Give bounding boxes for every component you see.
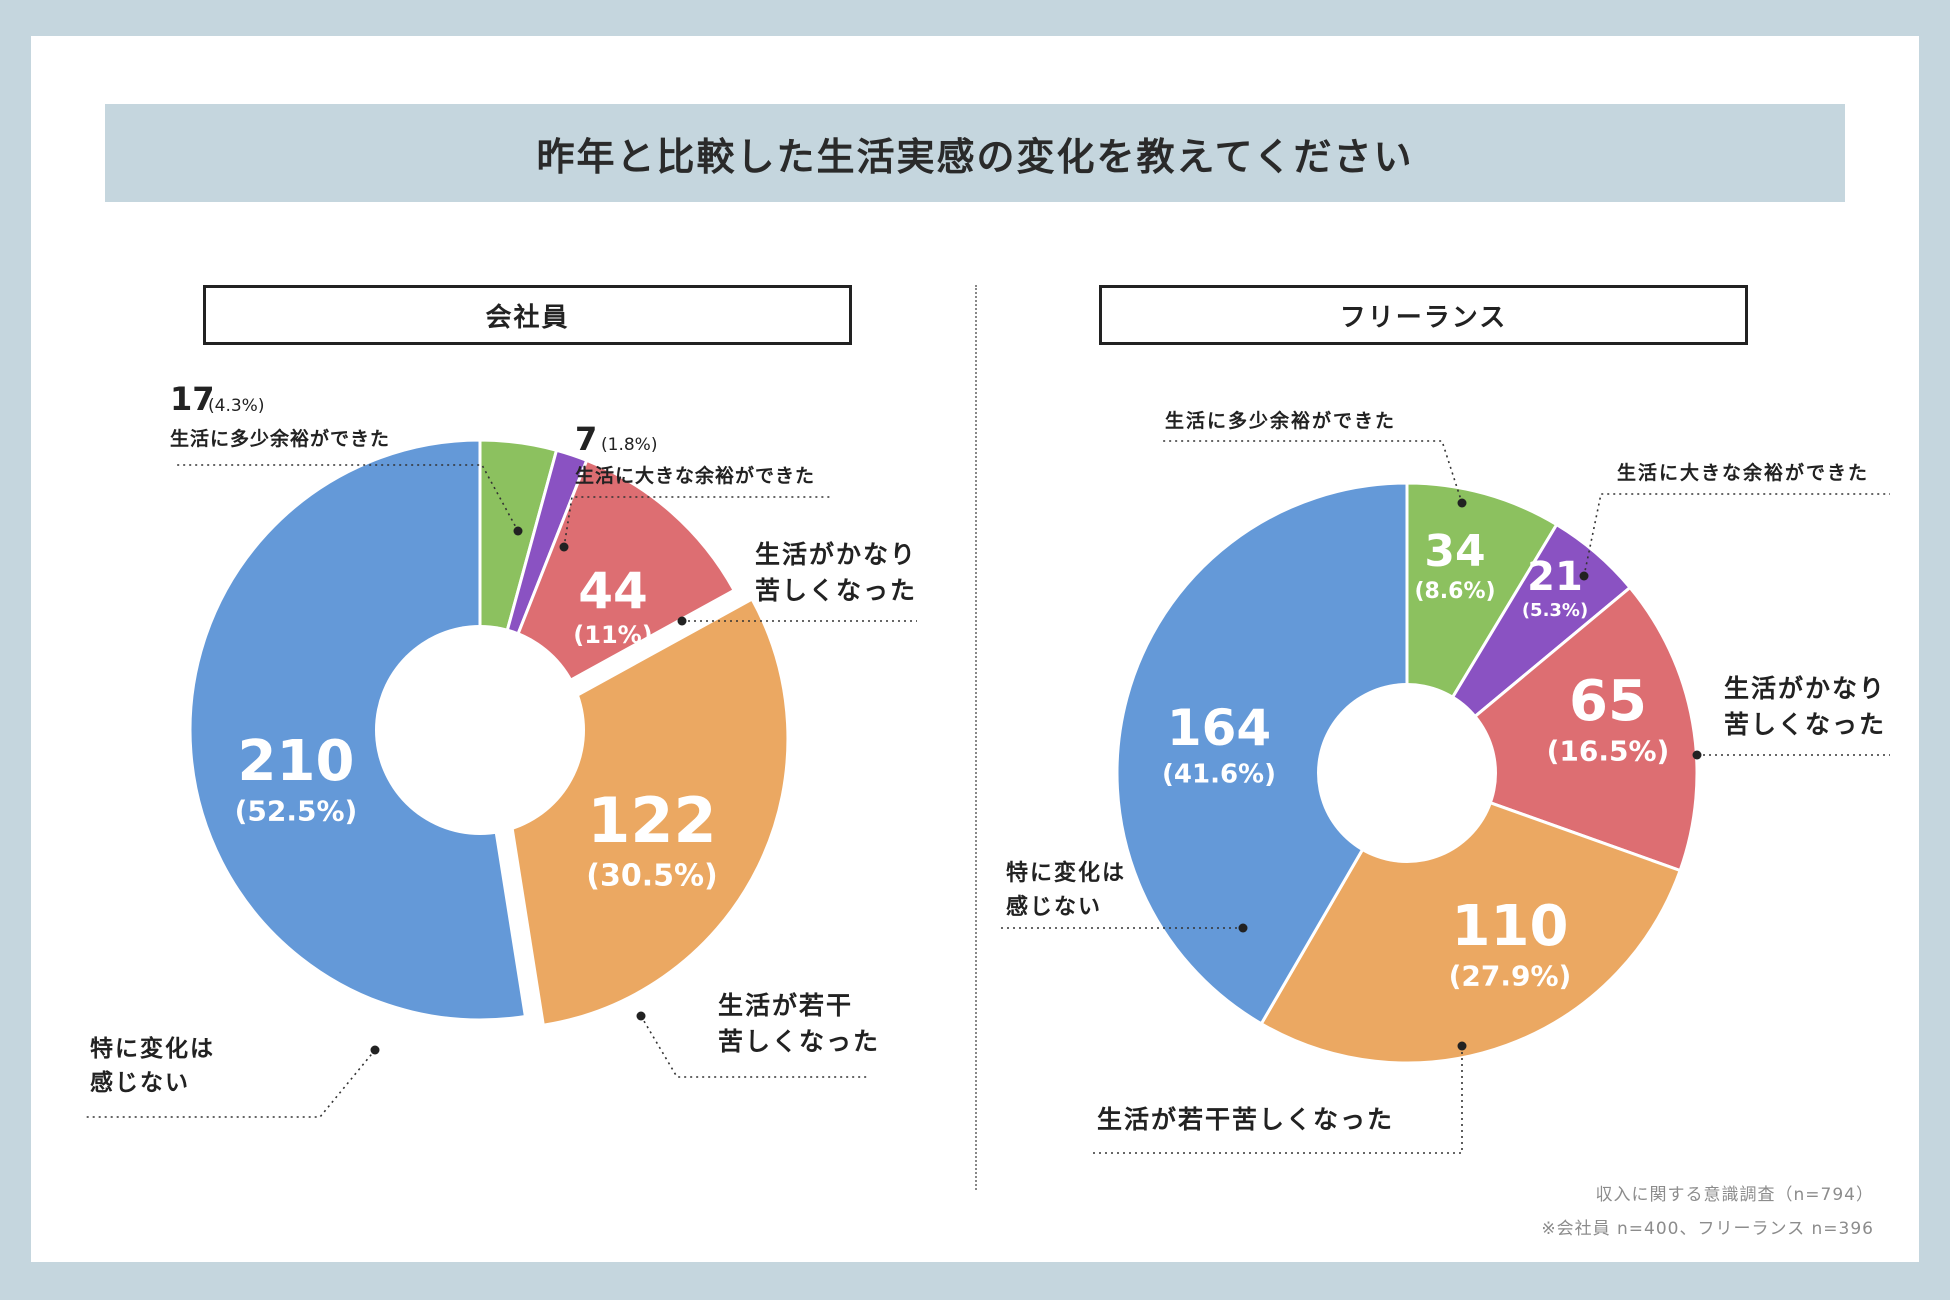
percent-label: (30.5%): [586, 859, 718, 894]
leader-dot: [1579, 571, 1589, 581]
sample-note: ※会社員 n=400、フリーランス n=396: [1541, 1219, 1874, 1239]
percent-label: (4.3%): [208, 396, 264, 416]
panel-title-employee: 会社員: [203, 285, 852, 345]
value-label: 44: [578, 562, 648, 620]
category-label: 感じない: [1006, 894, 1102, 920]
leader-dot: [677, 616, 687, 626]
value-label: 122: [587, 784, 716, 857]
leader-dot: [1457, 1041, 1467, 1051]
category-label: 特に変化は: [1006, 860, 1126, 886]
donut-slice-no-change: [188, 438, 528, 1022]
survey-source: 収入に関する意識調査（n=794）: [1595, 1185, 1874, 1205]
leader-line: [640, 1015, 870, 1078]
category-label: 生活が若干: [718, 991, 853, 1020]
category-label: 苦しくなった: [718, 1027, 880, 1056]
percent-label: (52.5%): [235, 795, 358, 828]
panel-title-freelance: フリーランス: [1099, 285, 1748, 345]
percent-label: (16.5%): [1547, 735, 1670, 768]
value-label: 21: [1527, 554, 1583, 600]
category-label: 苦しくなった: [755, 576, 917, 605]
value-label: 7: [575, 420, 597, 458]
leader-dot: [1238, 923, 1248, 933]
donut-hole: [375, 625, 585, 835]
category-label: 生活がかなり: [1724, 674, 1886, 703]
category-label: 生活に多少余裕ができた: [170, 427, 390, 450]
percent-label: (1.8%): [601, 435, 657, 455]
page-title: 昨年と比較した生活実感の変化を教えてください: [105, 104, 1845, 202]
category-label: 生活がかなり: [755, 540, 917, 569]
leader-line: [175, 464, 519, 532]
percent-label: (8.6%): [1414, 579, 1495, 604]
category-label: 苦しくなった: [1724, 710, 1886, 739]
percent-label: (41.6%): [1162, 760, 1276, 790]
leader-dot: [513, 526, 523, 536]
leader-line: [563, 496, 830, 548]
value-label: 210: [238, 729, 355, 794]
percent-label: (5.3%): [1522, 600, 1588, 621]
leader-dot: [370, 1045, 380, 1055]
value-label: 17: [170, 380, 215, 418]
value-label: 164: [1167, 699, 1271, 757]
category-label: 生活に大きな余裕ができた: [575, 464, 815, 487]
donut-hole: [1317, 683, 1497, 863]
category-label: 生活が若干苦しくなった: [1097, 1105, 1394, 1134]
percent-label: (11%): [573, 621, 652, 649]
category-label: 感じない: [90, 1069, 190, 1096]
value-label: 65: [1569, 669, 1647, 734]
leader-line: [1583, 493, 1890, 577]
category-label: 生活に大きな余裕ができた: [1617, 461, 1869, 484]
value-label: 110: [1452, 894, 1569, 959]
leader-dot: [1692, 750, 1702, 760]
category-label: 生活に多少余裕ができた: [1165, 409, 1396, 432]
value-label: 34: [1424, 526, 1485, 577]
donut-slice-no-change: [1115, 481, 1409, 1026]
percent-label: (27.9%): [1449, 960, 1572, 993]
panel-divider: [975, 285, 977, 1190]
leader-dot: [636, 1011, 646, 1021]
leader-dot: [559, 542, 569, 552]
leader-line: [1160, 440, 1463, 504]
donut-slice-much-harder: [1404, 585, 1699, 873]
category-label: 特に変化は: [90, 1035, 215, 1062]
leader-dot: [1457, 498, 1467, 508]
